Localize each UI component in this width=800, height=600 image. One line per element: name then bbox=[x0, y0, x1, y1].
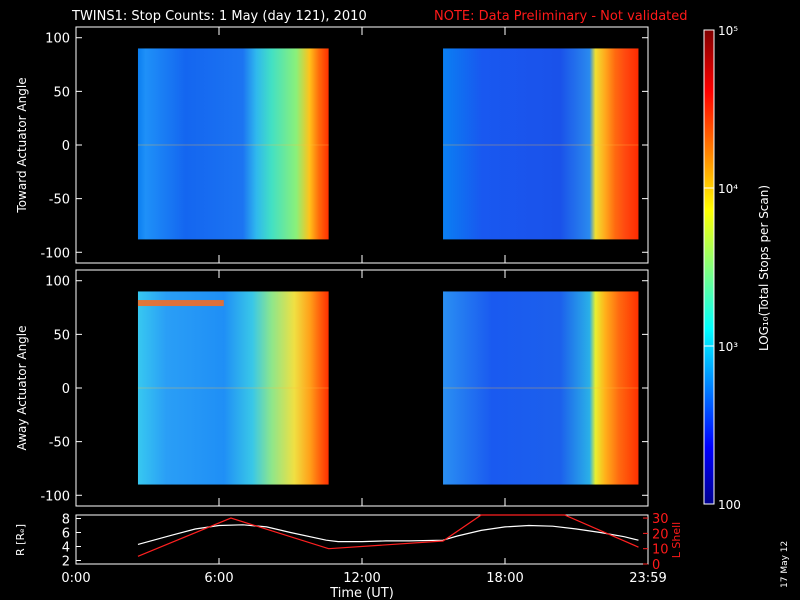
chart-title: TWINS1: Stop Counts: 1 May (day 121), 20… bbox=[71, 9, 367, 24]
time-x-axis: 0:00 6:00 12:00 18:00 23:59 bbox=[61, 558, 667, 586]
heatmap-block bbox=[443, 291, 639, 485]
time-tick-label: 12:00 bbox=[343, 571, 380, 586]
colorbar: 10⁵ 10⁴ 10³ 100 LOG₁₀(Total Stops per Scan) bbox=[703, 24, 771, 512]
datestamp: 17 May 12 bbox=[780, 541, 790, 588]
left-tick-label: 8 bbox=[62, 513, 70, 528]
away-heatmap-data bbox=[137, 291, 639, 485]
left-tick-label: 2 bbox=[62, 555, 70, 570]
orbit-panel-frame bbox=[75, 514, 649, 565]
r-series-line bbox=[137, 524, 639, 545]
away-heatmap-panel: -100 -50 0 50 100 Away Actuator Angle bbox=[15, 269, 649, 507]
colorbar-tick-label: 10⁵ bbox=[718, 24, 738, 38]
y-tick-label: -50 bbox=[49, 436, 70, 451]
colorbar-tick-label: 10⁴ bbox=[718, 182, 738, 196]
high-count-band bbox=[137, 300, 224, 307]
toward-y-label: Toward Actuator Angle bbox=[15, 77, 29, 213]
away-y-label: Away Actuator Angle bbox=[15, 325, 29, 450]
right-tick-label: 0 bbox=[652, 558, 660, 573]
heatmap-block bbox=[137, 48, 329, 240]
left-tick-label: 6 bbox=[62, 527, 70, 542]
orbit-lines bbox=[137, 514, 639, 557]
heatmap-block bbox=[443, 48, 639, 240]
heatmap-block bbox=[137, 291, 329, 485]
y-tick-label: 100 bbox=[45, 32, 70, 47]
time-tick-label: 6:00 bbox=[204, 571, 233, 586]
orbit-right-label: L Shell bbox=[670, 522, 683, 558]
toward-y-axis: -100 -50 0 50 100 bbox=[40, 27, 649, 263]
y-tick-label: -100 bbox=[40, 489, 70, 504]
left-tick-label: 4 bbox=[62, 541, 70, 556]
y-tick-label: -50 bbox=[49, 193, 70, 208]
away-y-axis: -100 -50 0 50 100 bbox=[40, 270, 649, 506]
y-tick-label: 0 bbox=[62, 382, 70, 397]
right-tick-label: 30 bbox=[652, 512, 669, 527]
time-tick-label: 0:00 bbox=[61, 571, 90, 586]
toward-heatmap-panel: -100 -50 0 50 100 Toward Actuator Angle bbox=[15, 26, 649, 264]
time-tick-label: 23:59 bbox=[629, 571, 666, 586]
colorbar-tick-label: 10³ bbox=[718, 340, 738, 354]
time-tick-label: 18:00 bbox=[486, 571, 523, 586]
y-tick-label: 0 bbox=[62, 139, 70, 154]
right-tick-label: 10 bbox=[652, 543, 669, 558]
colorbar-gradient bbox=[703, 29, 715, 505]
toward-heatmap-data bbox=[137, 48, 639, 240]
preliminary-note: NOTE: Data Preliminary - Not validated bbox=[434, 9, 688, 24]
y-tick-label: -100 bbox=[40, 246, 70, 261]
y-tick-label: 100 bbox=[45, 275, 70, 290]
y-tick-label: 50 bbox=[53, 85, 70, 100]
x-axis-label: Time (UT) bbox=[329, 586, 394, 600]
y-tick-label: 50 bbox=[53, 328, 70, 343]
colorbar-ticks: 10⁵ 10⁴ 10³ 100 bbox=[704, 24, 741, 512]
lshell-series-line bbox=[137, 514, 639, 557]
orbit-left-label: R [Rₑ] bbox=[14, 524, 27, 556]
right-tick-label: 20 bbox=[652, 527, 669, 542]
colorbar-label: LOG₁₀(Total Stops per Scan) bbox=[757, 185, 771, 351]
colorbar-tick-label: 100 bbox=[718, 498, 741, 512]
